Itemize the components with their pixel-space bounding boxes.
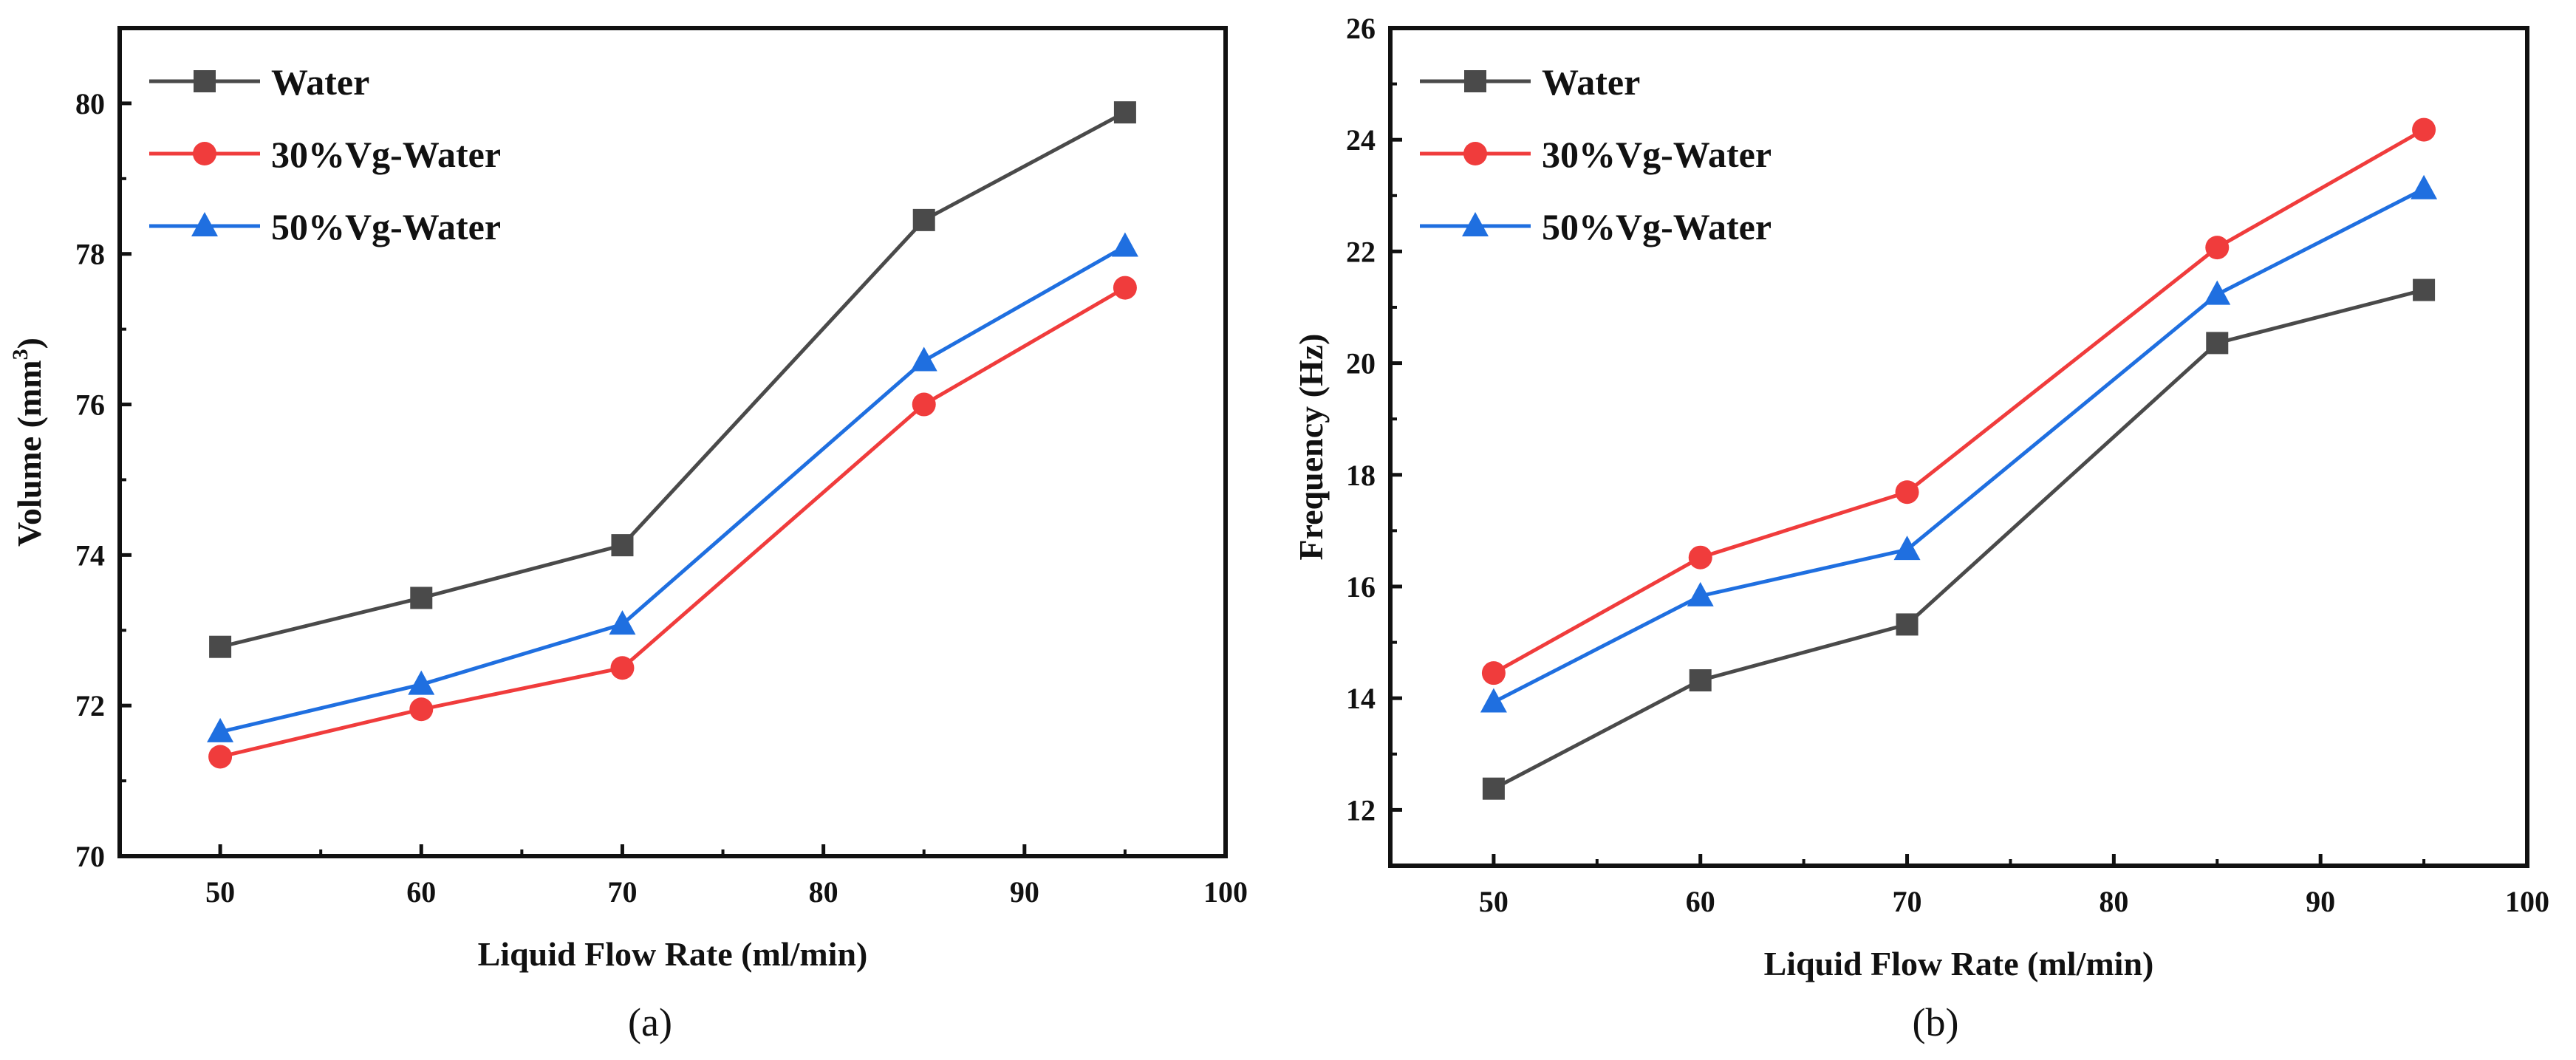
plot-frame <box>117 26 1228 858</box>
x-tick-label: 50 <box>1479 885 1509 918</box>
panel-label: (a) <box>628 1000 672 1044</box>
legend-marker-circle <box>193 142 216 165</box>
series-line <box>1492 288 2425 790</box>
data-point-triangle <box>910 346 937 372</box>
y-axis-label-text: Frequency (Hz) <box>1292 333 1330 560</box>
data-point-circle <box>1481 661 1506 685</box>
legend-marker-square <box>194 70 216 92</box>
series-line <box>219 286 1127 759</box>
x-tick-label: 100 <box>1203 875 1248 909</box>
x-tick-label: 70 <box>607 875 637 909</box>
legend-label: 30%Vg-Water <box>1542 134 1772 175</box>
series-water <box>209 101 1136 658</box>
x-tick-label: 90 <box>1010 875 1039 909</box>
x-tick-label: 60 <box>406 875 436 909</box>
y-tick-label: 16 <box>1346 570 1376 603</box>
legend-label: Water <box>271 61 369 103</box>
data-point-square <box>1113 101 1136 124</box>
series-30-vg-water <box>208 276 1137 769</box>
data-point-circle <box>1113 276 1137 300</box>
y-tick-label: 12 <box>1346 793 1376 827</box>
data-point-square <box>1896 613 1919 636</box>
legend-label: 50%Vg-Water <box>1542 206 1772 247</box>
y-tick-label: 26 <box>1346 12 1376 45</box>
x-axis-label: Liquid Flow Rate (ml/min) <box>478 935 868 973</box>
legend-marker-square <box>1464 70 1486 92</box>
y-tick-label: 78 <box>75 238 105 271</box>
x-tick-label: 60 <box>1686 885 1715 918</box>
chart-panel-1: 50 60 70 80 90 100 12 14 16 18 20 22 24 26 Liquid Flow… <box>1292 12 2549 1044</box>
data-point-circle <box>208 745 233 769</box>
data-point-square <box>912 208 935 231</box>
x-tick-label: 80 <box>809 875 838 909</box>
y-axis-label-text: Volume (mm <box>10 360 48 547</box>
legend-label: Water <box>1542 61 1640 103</box>
data-point-circle <box>2205 236 2230 260</box>
series-water <box>1482 278 2436 800</box>
x-tick-label: 50 <box>205 875 235 909</box>
series-line <box>1492 187 2425 704</box>
data-point-square <box>1482 777 1505 800</box>
y-tick-label: 70 <box>75 840 105 873</box>
data-point-circle <box>1688 545 1712 570</box>
series-line <box>219 110 1127 649</box>
panel-label: (b) <box>1913 1000 1959 1044</box>
y-tick-label: 22 <box>1346 235 1376 268</box>
x-tick-label: 90 <box>2306 885 2335 918</box>
data-point-circle <box>2412 117 2436 142</box>
y-tick-label: 74 <box>75 538 105 572</box>
y-axis-label: Volume (mm3) <box>8 338 48 547</box>
legend-label: 50%Vg-Water <box>271 206 501 247</box>
data-point-square <box>611 534 634 557</box>
data-point-square <box>1689 669 1712 692</box>
data-point-square <box>2206 332 2229 355</box>
data-point-square <box>209 635 232 658</box>
y-tick-label: 76 <box>75 389 105 422</box>
y-tick-label: 20 <box>1346 347 1376 380</box>
data-point-circle <box>912 392 936 417</box>
y-tick-label: 24 <box>1346 123 1376 157</box>
x-tick-label: 100 <box>2505 885 2549 918</box>
x-tick-label: 70 <box>1893 885 1922 918</box>
chart-panel-0: 50 60 70 80 90 100 70 72 74 76 78 80 Liquid Flow Rat… <box>8 26 1248 1044</box>
legend-marker-triangle <box>1462 212 1489 236</box>
y-tick-label: 18 <box>1346 459 1376 492</box>
data-point-square <box>410 587 433 609</box>
plot-frame <box>1388 26 2529 868</box>
y-tick-label: 72 <box>75 689 105 722</box>
x-axis-label: Liquid Flow Rate (ml/min) <box>1764 945 2154 982</box>
x-tick-label: 80 <box>2099 885 2128 918</box>
data-point-triangle <box>1687 581 1714 606</box>
y-tick-label: 80 <box>75 87 105 120</box>
legend-label: 30%Vg-Water <box>271 134 501 175</box>
data-point-triangle <box>207 717 234 742</box>
data-point-triangle <box>609 610 636 635</box>
data-point-circle <box>1895 480 1919 505</box>
data-point-triangle <box>1480 688 1507 713</box>
data-point-triangle <box>2204 280 2231 305</box>
data-point-triangle <box>2411 174 2438 199</box>
series-50-vg-water <box>207 232 1138 742</box>
data-point-triangle <box>1111 232 1138 257</box>
series-30-vg-water <box>1481 117 2436 685</box>
legend-marker-circle <box>1463 142 1487 165</box>
y-axis-label: Frequency (Hz) <box>1292 333 1330 560</box>
legend-marker-triangle <box>191 212 218 236</box>
y-axis-label-close: ) <box>10 338 48 349</box>
data-point-triangle <box>408 670 435 695</box>
data-point-circle <box>610 656 635 680</box>
data-point-circle <box>409 697 434 722</box>
data-point-square <box>2413 278 2436 301</box>
y-tick-label: 14 <box>1346 682 1376 715</box>
series-50-vg-water <box>1480 174 2438 713</box>
y-axis-label-superscript: 3 <box>8 349 33 360</box>
data-point-triangle <box>1893 536 1921 561</box>
